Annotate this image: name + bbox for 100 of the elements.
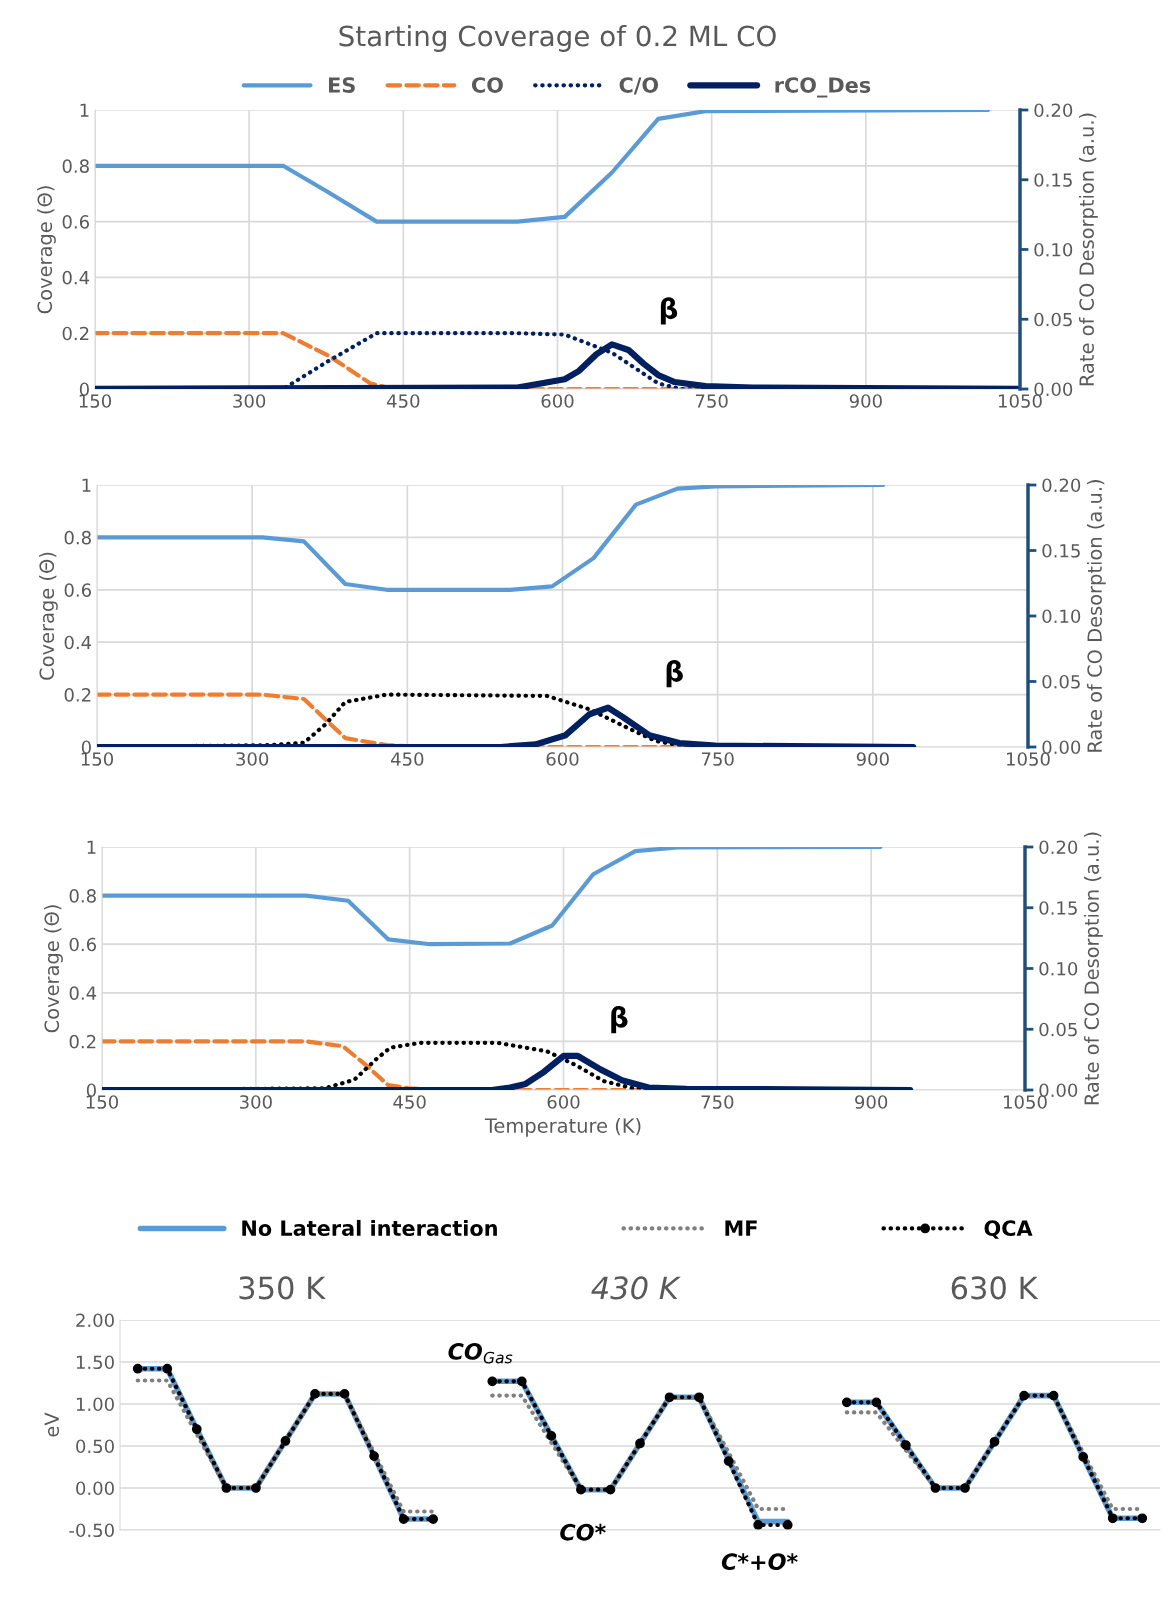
point: [310, 1389, 320, 1399]
y-axis-title: eV: [44, 1412, 60, 1437]
y-tick-label: 0.6: [64, 583, 91, 597]
x-tick-label: 600: [541, 394, 574, 408]
point: [428, 1514, 439, 1524]
x-tick-label: 1050: [1004, 1095, 1047, 1109]
x-axis-title: Temperature (K): [484, 1117, 641, 1137]
point: [841, 1397, 852, 1408]
annotation: CO*: [560, 1523, 606, 1541]
x-tick-label: 750: [695, 394, 728, 408]
x-tick-label: 150: [86, 1095, 119, 1109]
point: [1107, 1513, 1118, 1524]
y-tick-label: 0: [79, 382, 89, 397]
y-tick-label: 1.50: [76, 1355, 114, 1370]
point: [576, 1484, 586, 1495]
y2-tick-label: 0.20: [1039, 840, 1078, 855]
point: [132, 1363, 143, 1374]
y-tick-label: 0.50: [76, 1439, 114, 1454]
y-tick-label: 0.4: [69, 986, 97, 1000]
y-tick-label: 0.4: [62, 270, 90, 285]
y2-axis-title: Rate of CO Desorption (a.u.): [1086, 480, 1106, 752]
point: [162, 1363, 173, 1374]
point: [516, 1376, 527, 1387]
x-tick-label: 300: [233, 394, 266, 408]
y-tick-label: 2.00: [76, 1313, 114, 1328]
point: [221, 1483, 232, 1493]
x-tick-label: 1050: [1007, 752, 1050, 766]
y2-tick-label: 0.05: [1039, 1022, 1077, 1037]
line-series: [102, 847, 883, 947]
legend-label: QCA: [984, 1220, 1033, 1239]
y-tick-label: 1: [87, 840, 96, 854]
y2-tick-label: 0.00: [1042, 740, 1081, 755]
x-tick-label: 150: [81, 752, 114, 766]
y-tick-label: 1.00: [76, 1397, 114, 1412]
point: [901, 1440, 911, 1451]
point: [753, 1520, 764, 1530]
y2-tick-label: 0.10: [1039, 961, 1078, 976]
point: [723, 1456, 734, 1466]
y2-tick-label: 0.05: [1042, 674, 1080, 689]
legend-label: No Lateral interaction: [242, 1219, 497, 1237]
x-tick-label: 450: [386, 394, 420, 408]
point: [635, 1438, 645, 1449]
y-tick-label: 0.2: [62, 326, 89, 341]
annotation: β: [666, 660, 683, 688]
point: [1137, 1513, 1148, 1524]
y2-tick-label: 0.15: [1034, 173, 1072, 187]
text: C*+O*: [721, 1553, 798, 1571]
chart-title: Starting Coverage of 0.2 ML CO: [339, 25, 776, 52]
legend-label: CO: [471, 77, 503, 93]
x-tick-label: 900: [855, 1095, 888, 1109]
point: [339, 1389, 350, 1399]
y2-tick-label: 0.00: [1039, 1083, 1078, 1098]
x-tick-label: 600: [547, 1095, 580, 1109]
y-axis-title: Coverage (Θ): [44, 905, 63, 1033]
point: [546, 1431, 557, 1441]
point: [280, 1436, 291, 1446]
y2-axis-title: Rate of CO Desorption (a.u.): [1078, 113, 1098, 386]
point: [605, 1484, 616, 1495]
y-tick-label: 0.8: [69, 889, 96, 903]
annotation: β: [611, 1005, 628, 1034]
y-tick-label: 0.2: [69, 1034, 96, 1049]
x-tick-label: 900: [856, 752, 889, 766]
point: [191, 1424, 202, 1435]
legend-label: MF: [725, 1220, 757, 1236]
y-tick-label: 0.00: [76, 1481, 114, 1496]
point: [782, 1520, 793, 1530]
x-tick-label: 150: [79, 394, 112, 408]
x-tick-label: 450: [390, 752, 424, 766]
point: [930, 1483, 941, 1493]
point: [664, 1392, 675, 1403]
y-tick-label: -0.50: [69, 1523, 114, 1538]
y2-tick-label: 0.20: [1034, 103, 1073, 118]
line-series: [97, 485, 886, 592]
line-series: [95, 110, 991, 224]
text: 350 K: [239, 1276, 326, 1300]
point: [398, 1514, 409, 1524]
y-tick-label: 0.8: [62, 159, 89, 173]
y2-axis-title: Rate of CO Desorption (a.u.): [1083, 832, 1103, 1105]
point: [960, 1483, 970, 1493]
y-tick-label: 0: [81, 740, 91, 755]
y2-tick-label: 0.05: [1034, 312, 1072, 327]
legend-label: C/O: [619, 77, 659, 95]
y2-tick-label: 0.15: [1042, 543, 1080, 558]
point: [251, 1483, 261, 1493]
y-tick-label: 0.2: [64, 688, 91, 702]
x-tick-label: 900: [849, 394, 882, 408]
y-tick-label: 0: [86, 1083, 96, 1098]
y-axis-title: Coverage (Θ): [37, 186, 56, 314]
x-tick-label: 1050: [999, 394, 1042, 408]
y-tick-label: 1: [82, 478, 91, 492]
y2-tick-label: 0.20: [1042, 478, 1081, 493]
point: [369, 1451, 379, 1461]
y-tick-label: 0.8: [64, 530, 91, 545]
y-tick-label: 0.6: [69, 937, 96, 952]
point: [1019, 1390, 1029, 1401]
y-tick-label: 0.6: [62, 215, 89, 229]
y2-tick-label: 0.15: [1039, 901, 1077, 915]
x-tick-label: 450: [393, 1095, 426, 1109]
y-tick-label: 0.4: [64, 635, 92, 650]
text: 430 K: [591, 1276, 681, 1300]
